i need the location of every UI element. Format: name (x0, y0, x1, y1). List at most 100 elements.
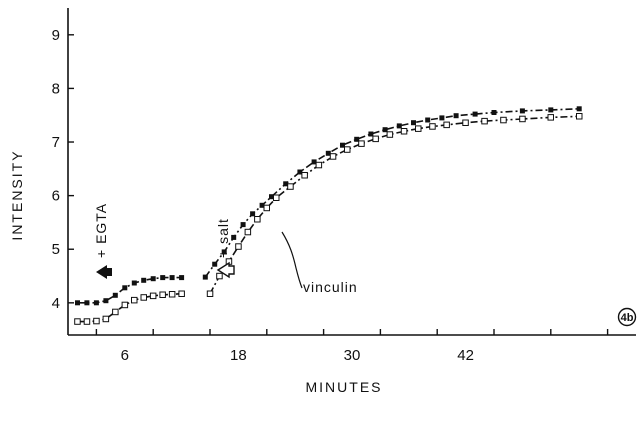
data-point-filled (311, 159, 317, 165)
data-point-filled (548, 107, 554, 113)
x-axis-label: MINUTES (306, 379, 383, 395)
y-tick-label: 7 (52, 134, 60, 151)
ticks: 4 5 6 7 8 9 6 18 30 42 (52, 27, 609, 364)
data-point-filled (519, 108, 525, 114)
data-point-filled (340, 142, 345, 148)
data-point-filled (382, 127, 388, 133)
y-tick-label: 6 (52, 188, 60, 205)
data-point-open (131, 296, 138, 304)
x-tick-label: 6 (121, 347, 129, 364)
data-point-open (102, 315, 110, 323)
data-point-filled (576, 106, 582, 112)
y-axis-label: INTENSITY (9, 149, 25, 240)
panel-label-circle (617, 307, 637, 327)
data-point-open (216, 272, 223, 280)
data-point-filled (212, 261, 218, 267)
data-point-filled (472, 111, 478, 117)
egta-label: + EGTA (93, 203, 109, 258)
series-line (77, 276, 182, 304)
data-point-filled (368, 131, 374, 137)
data-point-open (178, 290, 185, 297)
data-point-open (74, 318, 81, 325)
annotations: INTENSITY MINUTES + EGTA + salt vinculin… (9, 149, 637, 395)
data-point-open (358, 140, 365, 147)
data-point-filled (93, 300, 99, 306)
data-point-filled (439, 115, 445, 121)
x-tick-label: 30 (344, 347, 361, 364)
data-point-open (500, 116, 507, 124)
data-point-filled (453, 113, 459, 119)
y-tick-label: 8 (52, 80, 60, 97)
data-point-open (400, 128, 408, 135)
data-point-filled (396, 123, 402, 129)
y-tick-label: 9 (52, 27, 60, 44)
data-point-open (547, 114, 554, 121)
salt-arrow-icon (216, 261, 235, 279)
data-point-filled (259, 202, 265, 208)
data-point-open (481, 117, 488, 125)
data-point-filled (269, 194, 274, 200)
data-point-open (519, 115, 526, 123)
data-point-filled (240, 222, 246, 228)
egta-arrow-icon (96, 265, 112, 279)
data-point-open (149, 292, 157, 300)
data-point-filled (231, 234, 237, 240)
data-point-filled (297, 169, 303, 175)
data-point-filled (354, 136, 360, 142)
data-point-filled (250, 211, 256, 217)
data-point-open (429, 123, 436, 130)
data-point-open (112, 308, 119, 316)
y-tick-label: 4 (52, 295, 60, 312)
salt-label: + salt (215, 218, 231, 258)
data-point-open (273, 194, 280, 201)
y-tick-label: 5 (52, 241, 60, 258)
data-point-open (140, 294, 147, 301)
data-point-filled (112, 292, 118, 298)
data-point-open (386, 131, 394, 138)
x-tick-label: 42 (457, 347, 474, 364)
data-point-filled (325, 150, 331, 156)
data-point-open (206, 290, 214, 297)
data-point-open (462, 119, 469, 126)
panel-label-text: 4b (621, 312, 634, 324)
series-line (77, 292, 182, 323)
data-point-filled (75, 300, 80, 306)
data-point-filled (131, 280, 137, 286)
data-point-open (415, 125, 422, 132)
data-point-open (244, 228, 252, 236)
axes (67, 8, 636, 336)
series-1 (75, 106, 582, 306)
data-point-open (287, 183, 294, 190)
data-point-open (576, 113, 583, 120)
data-point-open (235, 243, 242, 250)
data-point-filled (122, 285, 128, 291)
data-point-open (83, 318, 91, 325)
data-point-filled (202, 274, 208, 280)
data-point-filled (103, 298, 109, 304)
data-point-filled (221, 249, 227, 255)
data-point-filled (179, 275, 185, 281)
data-point-open (159, 291, 166, 298)
data-point-filled (491, 110, 497, 115)
data-point-filled (425, 117, 431, 123)
data-point-open (443, 121, 450, 129)
data-point-filled (160, 275, 166, 281)
data-point-open (254, 216, 261, 223)
data-point-filled (283, 181, 289, 187)
vinculin-leader-line (281, 231, 303, 289)
data-point-open (315, 161, 323, 169)
panel-label-badge: 4b (617, 307, 637, 327)
data-point-open (344, 146, 351, 153)
data-point-open (301, 172, 308, 179)
data-point-filled (169, 275, 175, 281)
vinculin-label: vinculin (303, 279, 358, 295)
data-point-filled (141, 277, 147, 283)
data-point-open (121, 301, 129, 309)
series-group (74, 106, 583, 325)
data-point-filled (411, 120, 416, 126)
data-point-open (372, 135, 379, 143)
data-point-open (93, 317, 100, 325)
data-point-open (263, 204, 270, 212)
x-tick-label: 18 (230, 347, 247, 364)
